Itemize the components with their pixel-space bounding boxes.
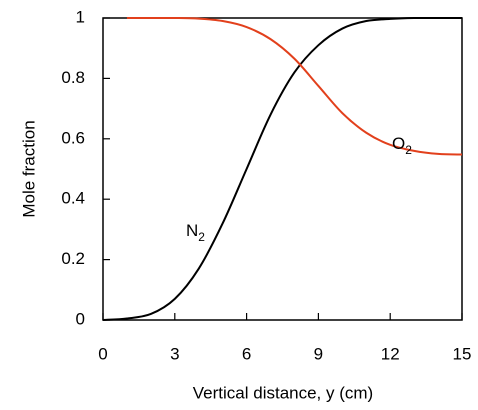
series-label-subscript: 2 — [405, 143, 412, 157]
y-axis-label: Mole fraction — [19, 120, 38, 217]
x-axis-label: Vertical distance, y (cm) — [193, 383, 373, 402]
series-line — [102, 16, 462, 321]
series-label-text: N — [186, 221, 198, 240]
x-tick-label: 15 — [453, 344, 472, 363]
plot-frame — [102, 17, 463, 321]
series-label-text: O — [392, 134, 405, 153]
y-tick-label: 1 — [76, 7, 85, 26]
y-tick-label: 0.6 — [61, 128, 85, 147]
x-tick-label: 12 — [381, 344, 400, 363]
x-tick-label: 3 — [170, 344, 179, 363]
x-tick-label: 9 — [314, 344, 323, 363]
y-tick-label: 0.2 — [61, 249, 85, 268]
y-tick-label: 0.4 — [61, 189, 85, 208]
y-tick-label: 0.8 — [61, 68, 85, 87]
x-tick-label: 0 — [98, 344, 107, 363]
series-label: O2 — [392, 134, 412, 157]
series-label-subscript: 2 — [198, 230, 205, 244]
series-line — [126, 16, 463, 156]
series-label: N2 — [186, 221, 205, 244]
y-tick-label: 0 — [76, 309, 85, 328]
x-tick-label: 6 — [242, 344, 251, 363]
